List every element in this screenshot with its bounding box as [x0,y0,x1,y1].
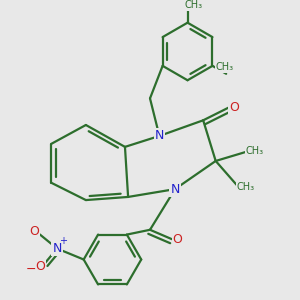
Text: O: O [35,260,45,273]
Text: CH₃: CH₃ [236,182,254,192]
Text: CH₃: CH₃ [215,62,234,72]
Text: N: N [52,242,62,255]
Text: CH₃: CH₃ [246,146,264,156]
Text: N: N [155,129,164,142]
Text: CH₃: CH₃ [185,0,203,10]
Text: O: O [229,101,239,114]
Text: +: + [59,236,67,246]
Text: −: − [26,263,37,276]
Text: N: N [170,183,180,196]
Text: O: O [29,226,39,238]
Text: O: O [172,233,182,246]
